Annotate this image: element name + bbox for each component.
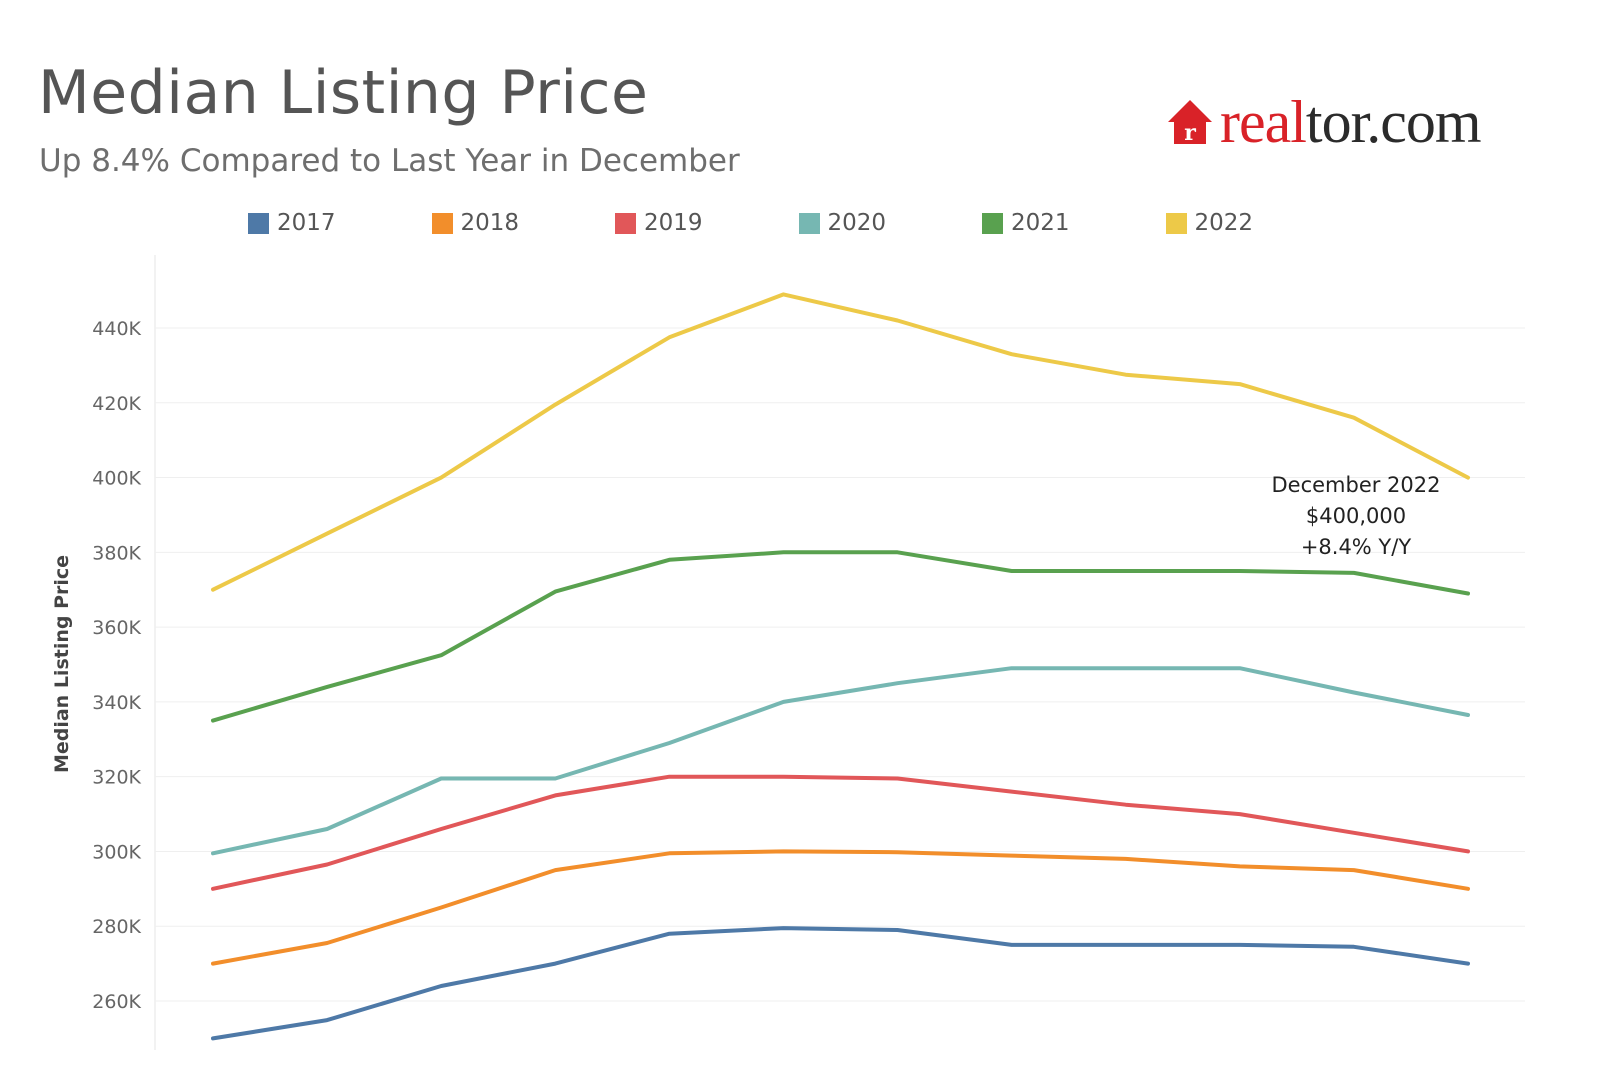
svg-text:r: r xyxy=(1184,120,1196,146)
y-tick-label: 320K xyxy=(92,767,141,789)
y-tick-label: 260K xyxy=(92,991,141,1013)
y-tick-label: 360K xyxy=(92,617,141,639)
y-tick-label: 420K xyxy=(92,393,141,415)
legend-label: 2019 xyxy=(644,210,703,236)
series-line-2017 xyxy=(211,926,1470,1041)
series-line-2018 xyxy=(211,849,1470,966)
y-tick-label: 300K xyxy=(92,841,141,863)
y-tick-label: 440K xyxy=(92,318,141,340)
realtor-logo: r realtor.com xyxy=(1168,89,1568,166)
y-axis-title: Median Listing Price xyxy=(51,555,73,773)
annotation-line-3: +8.4% Y/Y xyxy=(1301,535,1412,559)
logo-text-real: real xyxy=(1220,92,1306,155)
y-tick-label: 340K xyxy=(92,692,141,714)
legend-swatch xyxy=(798,212,820,234)
y-tick-label: 400K xyxy=(92,468,141,490)
legend-label: 2020 xyxy=(827,210,887,236)
chart-title: Median Listing Price xyxy=(38,58,649,128)
annotation-line-1: December 2022 xyxy=(1271,473,1440,497)
legend-item-2020: 2020 xyxy=(798,210,887,236)
legend-swatch xyxy=(982,212,1003,234)
series-line-2020 xyxy=(211,666,1470,856)
series-line-2019 xyxy=(211,774,1470,891)
legend-swatch xyxy=(615,212,636,234)
legend-item-2017: 2017 xyxy=(248,210,336,236)
legend-swatch xyxy=(248,212,269,234)
svg-text:realtor.com: realtor.com xyxy=(1220,92,1481,155)
annotation-line-2: $400,000 xyxy=(1306,504,1406,528)
y-tick-label: 280K xyxy=(92,916,141,938)
legend-swatch xyxy=(1165,212,1187,234)
legend-item-2018: 2018 xyxy=(431,210,520,236)
legend-item-2019: 2019 xyxy=(615,210,703,236)
legend-label: 2018 xyxy=(460,210,520,236)
legend-label: 2017 xyxy=(277,210,336,236)
chart-subtitle: Up 8.4% Compared to Last Year in Decembe… xyxy=(39,143,740,179)
series-line-2021 xyxy=(211,550,1470,723)
legend-item-2021: 2021 xyxy=(982,210,1070,236)
series-line-2022 xyxy=(211,292,1470,592)
legend-label: 2021 xyxy=(1011,210,1070,236)
legend-label: 2022 xyxy=(1194,210,1254,236)
legend-item-2022: 2022 xyxy=(1165,210,1254,236)
logo-text-tor: tor.com xyxy=(1306,92,1481,155)
y-tick-label: 380K xyxy=(92,542,141,564)
legend-swatch xyxy=(431,212,453,234)
house-icon: r xyxy=(1168,100,1212,146)
realtor-logo-mark: r realtor.com xyxy=(1168,89,1482,155)
